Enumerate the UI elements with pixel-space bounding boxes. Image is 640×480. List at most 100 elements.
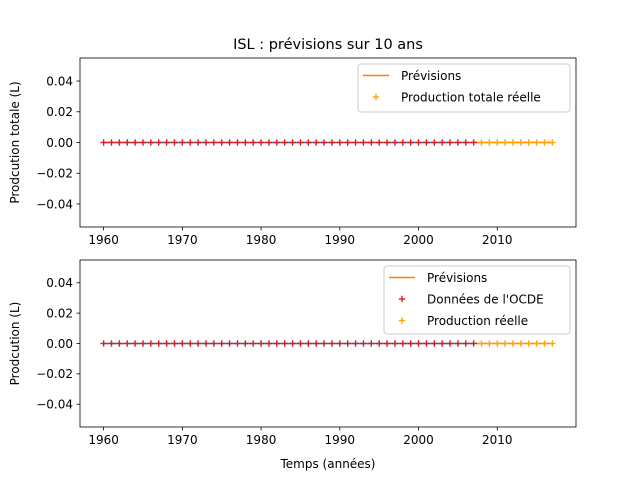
data-point-1966 [147, 340, 155, 347]
data-point-1984 [289, 340, 296, 347]
legend: Prévisions Données de l'OCDE Production ré… [383, 265, 571, 335]
data-point-1980 [257, 340, 265, 347]
legend-box [383, 265, 571, 335]
data-point-1961 [108, 139, 115, 146]
x-tick-label: 1980 [246, 433, 277, 447]
data-point-1993 [360, 340, 367, 347]
chart-bottom: 1960 1970 1980 1990 2000 2010 0.04 0.02 0.00 −0.0… [8, 259, 577, 471]
y-tick-label: 0.04 [46, 74, 73, 88]
data-point-1996 [383, 340, 391, 347]
data-point-1984 [289, 139, 296, 146]
x-tick-label: 1960 [88, 233, 119, 247]
x-tick-label: 1980 [246, 233, 277, 247]
data-point-1985 [297, 139, 304, 146]
y-tick-label: −0.02 [36, 167, 73, 181]
data-point-2016 [541, 340, 548, 347]
data-point-1999 [407, 340, 414, 347]
data-point-2015 [533, 139, 540, 146]
data-point-2004 [446, 340, 454, 347]
data-point-1991 [344, 139, 351, 146]
data-point-1967 [155, 340, 162, 347]
data-point-1995 [375, 340, 383, 347]
y-tick-label: 0.04 [46, 276, 73, 290]
x-axis-label: Temps (années) [280, 457, 376, 471]
x-tick-label: 1960 [88, 433, 119, 447]
data-point-1973 [202, 340, 210, 347]
data-point-1971 [187, 340, 194, 347]
data-point-1998 [399, 340, 406, 347]
data-point-1994 [368, 139, 375, 146]
legend-item: Prévisions [363, 69, 461, 83]
data-point-1975 [218, 340, 225, 347]
legend-label: Prévisions [427, 271, 487, 285]
data-point-1992 [352, 340, 359, 347]
data-point-1979 [250, 340, 257, 347]
data-point-1974 [210, 340, 218, 347]
y-tick-label: 0.02 [46, 306, 73, 320]
x-tick-label: 2000 [403, 433, 434, 447]
data-point-1960 [100, 139, 107, 146]
legend-item: Données de l'OCDE [398, 293, 544, 307]
data-point-1982 [273, 139, 281, 146]
data-point-1973 [202, 139, 210, 146]
data-point-1983 [281, 340, 288, 347]
data-point-2017 [549, 340, 556, 347]
data-point-2006 [462, 340, 469, 347]
data-point-1960 [100, 340, 107, 347]
x-tick-label: 2010 [482, 433, 513, 447]
data-point-1979 [250, 139, 257, 146]
data-point-1962 [116, 139, 123, 146]
data-point-2009 [486, 139, 493, 146]
data-point-1996 [383, 139, 391, 146]
legend: Prévisions Production totale réelle [357, 63, 571, 113]
data-point-2001 [423, 340, 430, 347]
legend-marker-swatch [398, 317, 406, 324]
data-point-2002 [431, 340, 438, 347]
data-point-1982 [273, 340, 281, 347]
data-point-1967 [155, 139, 162, 146]
data-point-2013 [517, 139, 525, 146]
data-point-1966 [147, 139, 155, 146]
legend-item: Production totale réelle [372, 91, 541, 105]
data-point-1970 [179, 139, 186, 146]
data-point-1974 [210, 139, 218, 146]
y-axis-label: Prodcution totale (L) [8, 81, 22, 203]
data-point-1963 [124, 340, 131, 347]
data-point-1972 [194, 139, 202, 146]
y-axis-label: Prodcution (L) [8, 302, 22, 386]
data-point-1988 [320, 340, 328, 347]
y-tick-label: 0.02 [46, 105, 73, 119]
data-point-1999 [407, 139, 414, 146]
data-point-2012 [509, 139, 517, 146]
data-point-1989 [328, 139, 336, 146]
y-tick-label: −0.04 [36, 398, 73, 412]
data-point-2003 [438, 340, 446, 347]
data-point-1968 [163, 139, 170, 146]
data-point-1990 [336, 139, 344, 146]
data-point-2006 [462, 139, 469, 146]
data-point-1975 [218, 139, 225, 146]
data-point-2000 [415, 340, 422, 347]
data-point-1962 [116, 340, 123, 347]
data-point-1972 [194, 340, 202, 347]
data-point-1991 [344, 340, 351, 347]
x-tick-label: 1970 [167, 433, 198, 447]
data-point-2002 [431, 139, 438, 146]
data-point-1990 [336, 340, 344, 347]
legend-marker-swatch [398, 295, 406, 303]
data-point-2010 [494, 139, 501, 146]
legend-item: Production réelle [398, 314, 528, 328]
data-point-1976 [226, 340, 233, 347]
data-point-1965 [139, 340, 147, 347]
data-point-2012 [509, 340, 517, 347]
data-point-1994 [368, 340, 375, 347]
y-tick-label: −0.04 [36, 197, 73, 211]
data-point-2014 [525, 340, 532, 347]
data-point-1993 [360, 139, 367, 146]
data-point-1985 [297, 340, 304, 347]
data-point-2013 [517, 340, 525, 347]
data-point-1964 [131, 340, 139, 347]
legend-label: Prévisions [401, 69, 461, 83]
data-point-1976 [226, 139, 233, 146]
